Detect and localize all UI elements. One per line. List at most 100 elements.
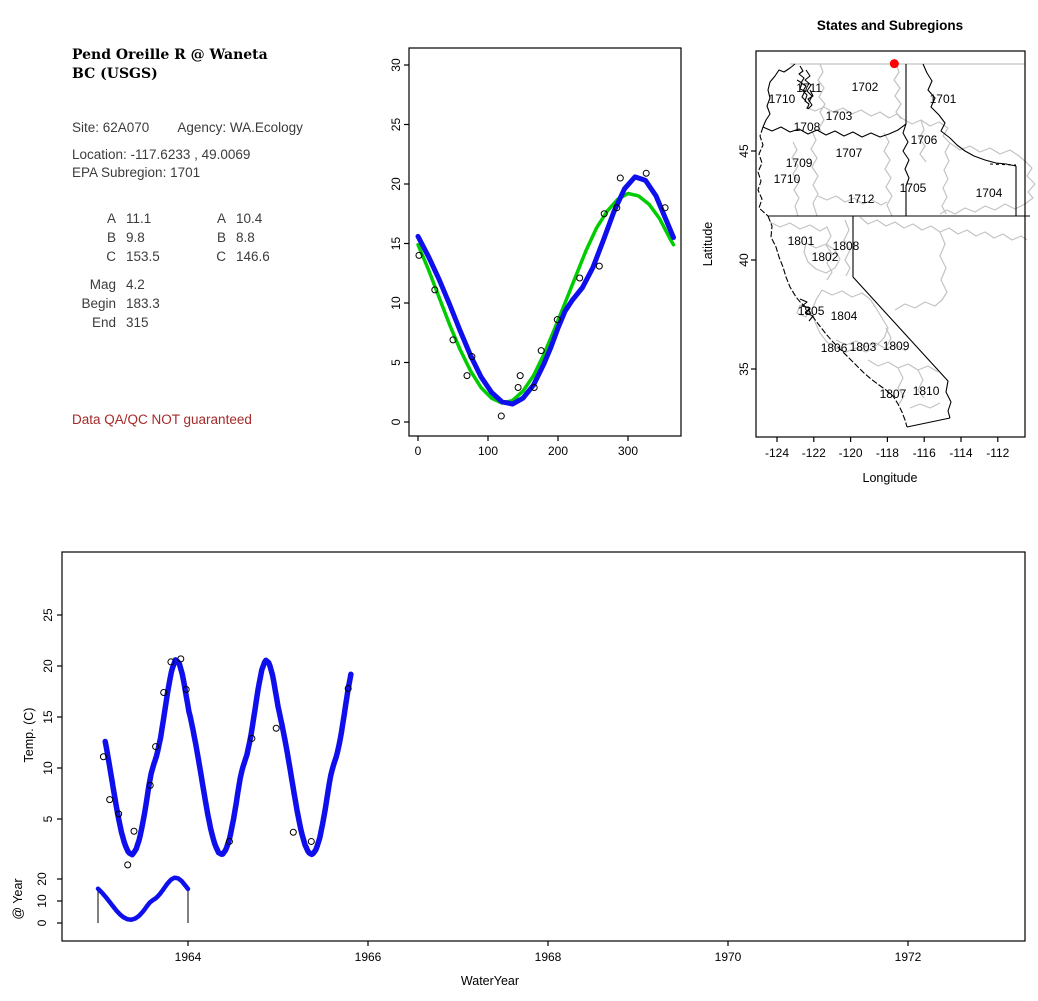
scatter-point (449, 336, 457, 344)
inset-y-tick-label: 10 (35, 894, 49, 908)
x-tick-label: -112 (986, 446, 1009, 460)
y-axis-title: Temp. (C) (22, 708, 36, 763)
y-tick-label: 20 (41, 659, 55, 673)
location-label: Location: -117.6233 , 49.0069 (72, 147, 251, 162)
subregion-label: 1809 (883, 339, 910, 353)
qa-warning: Data QA/QC NOT guaranteed (72, 412, 252, 427)
station-title: Pend Oreille R @ Waneta BC (USGS) (72, 46, 268, 84)
subregion-label: 1704 (976, 186, 1003, 200)
subregion-label: 1706 (911, 133, 938, 147)
y-tick-label: 45 (737, 144, 751, 158)
scatter-point (553, 316, 561, 324)
scatter-point (106, 796, 114, 804)
scatter-point (272, 724, 280, 732)
subregion-label: 1702 (852, 80, 879, 94)
puget-sound-islands (796, 65, 814, 110)
green-sine-curve (416, 191, 676, 405)
state-borders (757, 63, 1030, 428)
scatter-point (613, 204, 621, 212)
plot-box (61, 551, 1026, 942)
fit-param-value: 8.8 (236, 230, 255, 245)
station-title-line2: BC (USGS) (72, 66, 158, 82)
scatter-point (152, 743, 160, 751)
fit-param-row: B 9.8 (72, 228, 160, 247)
subregion-label: 1801 (788, 234, 815, 248)
y-tick-label: 15 (41, 710, 55, 724)
subregion-label: 1707 (836, 146, 863, 160)
x-tick-label: 1968 (535, 950, 562, 964)
y-tick-label: 10 (389, 296, 403, 310)
scatter-point (124, 861, 132, 869)
x-axis-title: Longitude (863, 471, 918, 485)
subregion-label: 1709 (786, 156, 813, 170)
fit-param-label: End (91, 315, 116, 330)
y-tick-label: 5 (41, 815, 55, 822)
y-tick-label: 5 (389, 359, 403, 366)
subregion-label: 1802 (812, 250, 839, 264)
scatter-point (130, 827, 138, 835)
subregion-label: 1705 (900, 181, 927, 195)
y-tick-label: 40 (737, 253, 751, 267)
scatter-point (616, 174, 624, 182)
subregion-label: 1807 (880, 387, 907, 401)
fit-param-label: Mag (89, 277, 116, 292)
station-title-line1: Pend Oreille R @ Waneta (72, 47, 268, 63)
x-tick-label: 100 (478, 444, 498, 458)
subregion-label: 1806 (821, 341, 848, 355)
x-tick-label: -116 (913, 446, 936, 460)
inset-seasonal-curve (95, 875, 191, 922)
scatter-point (530, 383, 538, 391)
scatter-point (463, 372, 471, 380)
x-tick-label: 1970 (715, 950, 742, 964)
fit-param-row: C 153.5 (72, 247, 160, 266)
scatter-point (576, 274, 584, 282)
y-tick-label: 25 (41, 608, 55, 622)
scatter-point (344, 684, 352, 692)
seasonal-fit-chart: 0 100 200 300 0 5 10 15 20 25 30 (389, 47, 682, 458)
y-tick-label: 25 (389, 118, 403, 132)
x-axis-title: WaterYear (461, 974, 519, 988)
fit-param-label: C (216, 249, 226, 264)
y-axis-title: Latitude (701, 222, 715, 267)
subregion-label: 1710 (769, 92, 796, 106)
map-box (755, 50, 1026, 438)
scatter-point (307, 837, 315, 845)
subregion-label: 1711 (796, 81, 822, 95)
scatter-point (516, 372, 524, 380)
x-tick-label: -122 (802, 446, 826, 460)
scatter-point (600, 210, 608, 218)
inset-y-tick-label: 20 (35, 872, 49, 886)
y-tick-label: 35 (737, 362, 751, 376)
scatter-point (225, 837, 233, 845)
site-label: Site: 62A070 (72, 120, 150, 135)
plot-box (408, 47, 682, 437)
inset-y-tick-label: 0 (35, 919, 49, 926)
epa-subregion-label: EPA Subregion: 1701 (72, 165, 201, 180)
fit-param-label: Begin (81, 296, 116, 311)
agency-label: Agency: WA.Ecology (177, 120, 303, 135)
y-tick-label: 20 (389, 177, 403, 191)
fit-param-value: 9.8 (126, 230, 145, 245)
y-tick-label: 0 (389, 418, 403, 425)
y-tick-label: 30 (389, 58, 403, 72)
fit-param-label: B (216, 230, 226, 245)
fit-param-row: Mag 4.2 (72, 275, 160, 294)
fit-param-label: A (216, 211, 226, 226)
scatter-point (115, 810, 123, 818)
subregion-label: 1808 (833, 239, 860, 253)
subregion-label: 1708 (794, 120, 821, 134)
fit-params-column-1: A 11.1 B 9.8 C 153.5 Mag 4.2 Begin 183.3 End 315 (72, 209, 160, 332)
fit-param-row: A 10.4 (182, 209, 270, 228)
x-tick-label: -114 (949, 446, 972, 460)
blue-seasonal-curve (102, 657, 354, 858)
scatter-point (289, 828, 297, 836)
blue-fit-curve (415, 174, 676, 407)
fit-param-value: 11.1 (126, 211, 152, 226)
fit-param-value: 315 (126, 315, 149, 330)
subregion-label: 1710 (774, 172, 801, 186)
fit-param-value: 153.5 (126, 249, 160, 264)
scatter-point (177, 655, 185, 663)
fit-param-row: C 146.6 (182, 247, 270, 266)
fit-param-label: C (106, 249, 116, 264)
